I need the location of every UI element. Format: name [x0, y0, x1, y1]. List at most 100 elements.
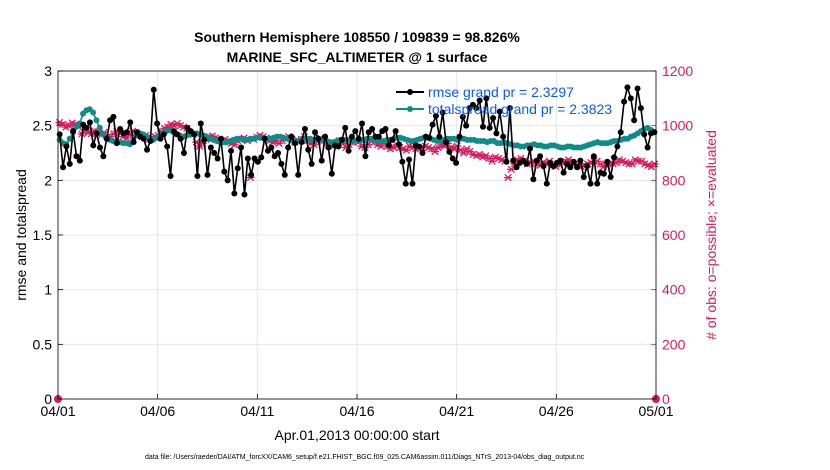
plot-frame	[57, 70, 657, 400]
rmse-point	[301, 125, 308, 132]
rmse-point	[473, 105, 480, 112]
rmse-point	[527, 145, 534, 152]
rmse-point	[580, 174, 587, 181]
rmse-point	[446, 148, 453, 155]
y-left-tick-label: 0	[44, 391, 52, 407]
rmse-point	[56, 131, 63, 138]
rmse-point	[164, 143, 171, 150]
rmse-point	[590, 153, 597, 160]
rmse-point	[261, 135, 268, 142]
y-axis-left-label: rmse and totalspread	[13, 169, 29, 301]
rmse-point	[147, 137, 154, 144]
rmse-point	[150, 86, 157, 93]
rmse-point	[587, 180, 594, 187]
rmse-point	[352, 128, 359, 135]
obs-point	[507, 165, 516, 174]
rmse-point	[214, 155, 221, 162]
rmse-point	[140, 135, 147, 142]
rmse-point	[402, 180, 409, 187]
rmse-point	[570, 158, 577, 165]
rmse-point	[191, 131, 198, 138]
rmse-point	[328, 170, 335, 177]
rmse-point	[439, 109, 446, 116]
x-axis-label: Apr.01,2013 00:00:00 start	[274, 427, 439, 443]
rmse-point	[117, 125, 124, 132]
rmse-point	[234, 165, 241, 172]
rmse-point	[160, 131, 167, 138]
rmse-point	[621, 98, 628, 105]
rmse-point	[600, 170, 607, 177]
rmse-point	[392, 128, 399, 135]
y-axis-right-label: # of obs: o=possible; ×=evaluated	[703, 130, 719, 340]
rmse-point	[96, 144, 103, 151]
rmse-point	[221, 168, 228, 175]
rmse-point	[144, 146, 151, 153]
rmse-point	[278, 160, 285, 167]
rmse-point	[318, 157, 325, 164]
rmse-point	[224, 177, 231, 184]
rmse-point	[523, 160, 530, 167]
rmse-point	[127, 119, 134, 126]
rmse-point	[395, 141, 402, 148]
rmse-point	[167, 172, 174, 179]
rmse-point	[419, 150, 426, 156]
rmse-point	[443, 139, 450, 146]
rmse-point	[285, 144, 292, 151]
rmse-point	[490, 115, 497, 122]
rmse-point	[436, 133, 443, 140]
rmse-point	[228, 147, 235, 154]
y-right-tick-label: 200	[662, 336, 686, 352]
y-right-tick-label: 800	[662, 172, 686, 188]
rmse-point	[248, 171, 255, 178]
rmse-point	[530, 176, 537, 183]
rmse-point	[614, 143, 621, 150]
rmse-point	[308, 160, 315, 167]
rmse-point	[604, 158, 611, 165]
rmse-point	[483, 95, 490, 102]
rmse-point	[624, 84, 631, 91]
rmse-point	[476, 97, 483, 104]
x-tick-label: 04/06	[140, 403, 175, 419]
series-rmse	[56, 84, 658, 198]
legend: rmse grand pr = 2.3297 totalspread grand…	[396, 84, 612, 117]
y-left-tick-label: 1.5	[33, 227, 53, 243]
y-left-tick-label: 0.5	[33, 336, 53, 352]
x-tick-label: 04/21	[439, 403, 474, 419]
y-right-tick-label: 1200	[662, 63, 693, 79]
rmse-point	[204, 171, 211, 178]
spread-point	[90, 109, 97, 116]
chart-title-line2: MARINE_SFC_ALTIMETER @ 1 surface	[227, 49, 488, 65]
rmse-point	[567, 164, 574, 171]
rmse-point	[110, 113, 117, 120]
obs-point	[650, 160, 659, 168]
rmse-point	[453, 159, 460, 166]
x-tick-label: 04/26	[539, 403, 574, 419]
rmse-point	[486, 124, 493, 131]
rmse-point	[241, 191, 248, 198]
x-tick-label: 05/01	[638, 403, 673, 419]
rmse-point	[305, 146, 312, 153]
rmse-point	[103, 135, 110, 142]
y-left-tick-label: 2.5	[33, 118, 53, 134]
rmse-point	[298, 139, 305, 146]
rmse-point	[496, 108, 503, 115]
rmse-point	[197, 120, 204, 127]
rmse-point	[315, 135, 322, 142]
rmse-point	[335, 143, 342, 150]
rmse-point	[93, 130, 100, 137]
rmse-point	[416, 143, 423, 150]
rmse-point	[382, 125, 389, 132]
rmse-point	[244, 155, 251, 162]
rmse-point	[500, 133, 507, 140]
rmse-point	[594, 180, 601, 187]
x-tick-label: 04/11	[240, 403, 274, 419]
rmse-point	[291, 140, 298, 147]
rmse-point	[281, 171, 288, 178]
rmse-point	[312, 129, 319, 136]
rmse-point	[409, 180, 416, 187]
rmse-point	[449, 155, 456, 162]
rmse-point	[399, 158, 406, 165]
y-left-tick-label: 3	[44, 63, 52, 79]
rmse-point	[238, 144, 245, 151]
rmse-point	[644, 144, 651, 151]
